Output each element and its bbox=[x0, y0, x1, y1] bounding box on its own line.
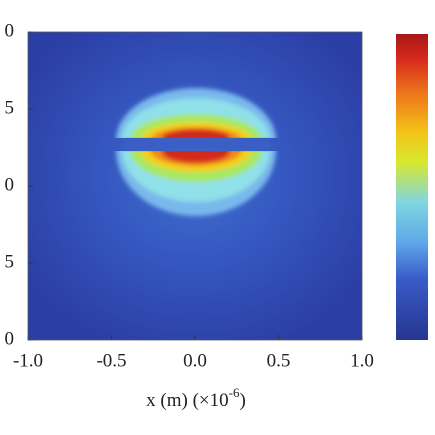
colorbar bbox=[396, 34, 428, 340]
x-tick-label: -0.5 bbox=[96, 350, 126, 371]
x-tick-label: 0.5 bbox=[267, 350, 291, 371]
y-tick-label: 0 bbox=[5, 328, 15, 349]
x-tick-label: -1.0 bbox=[13, 350, 43, 371]
x-tick-label: 1.0 bbox=[350, 350, 374, 371]
plot-frame bbox=[27, 31, 363, 341]
y-tick-label: 5 bbox=[5, 97, 15, 118]
x-tick-label: 0.0 bbox=[183, 350, 207, 371]
field-image bbox=[28, 32, 362, 340]
x-axis-label: x (m) (×10-6) bbox=[146, 385, 246, 411]
y-tick-label: 0 bbox=[5, 174, 15, 195]
y-tick-label: 0 bbox=[5, 20, 15, 41]
y-tick-label: 5 bbox=[5, 251, 15, 272]
